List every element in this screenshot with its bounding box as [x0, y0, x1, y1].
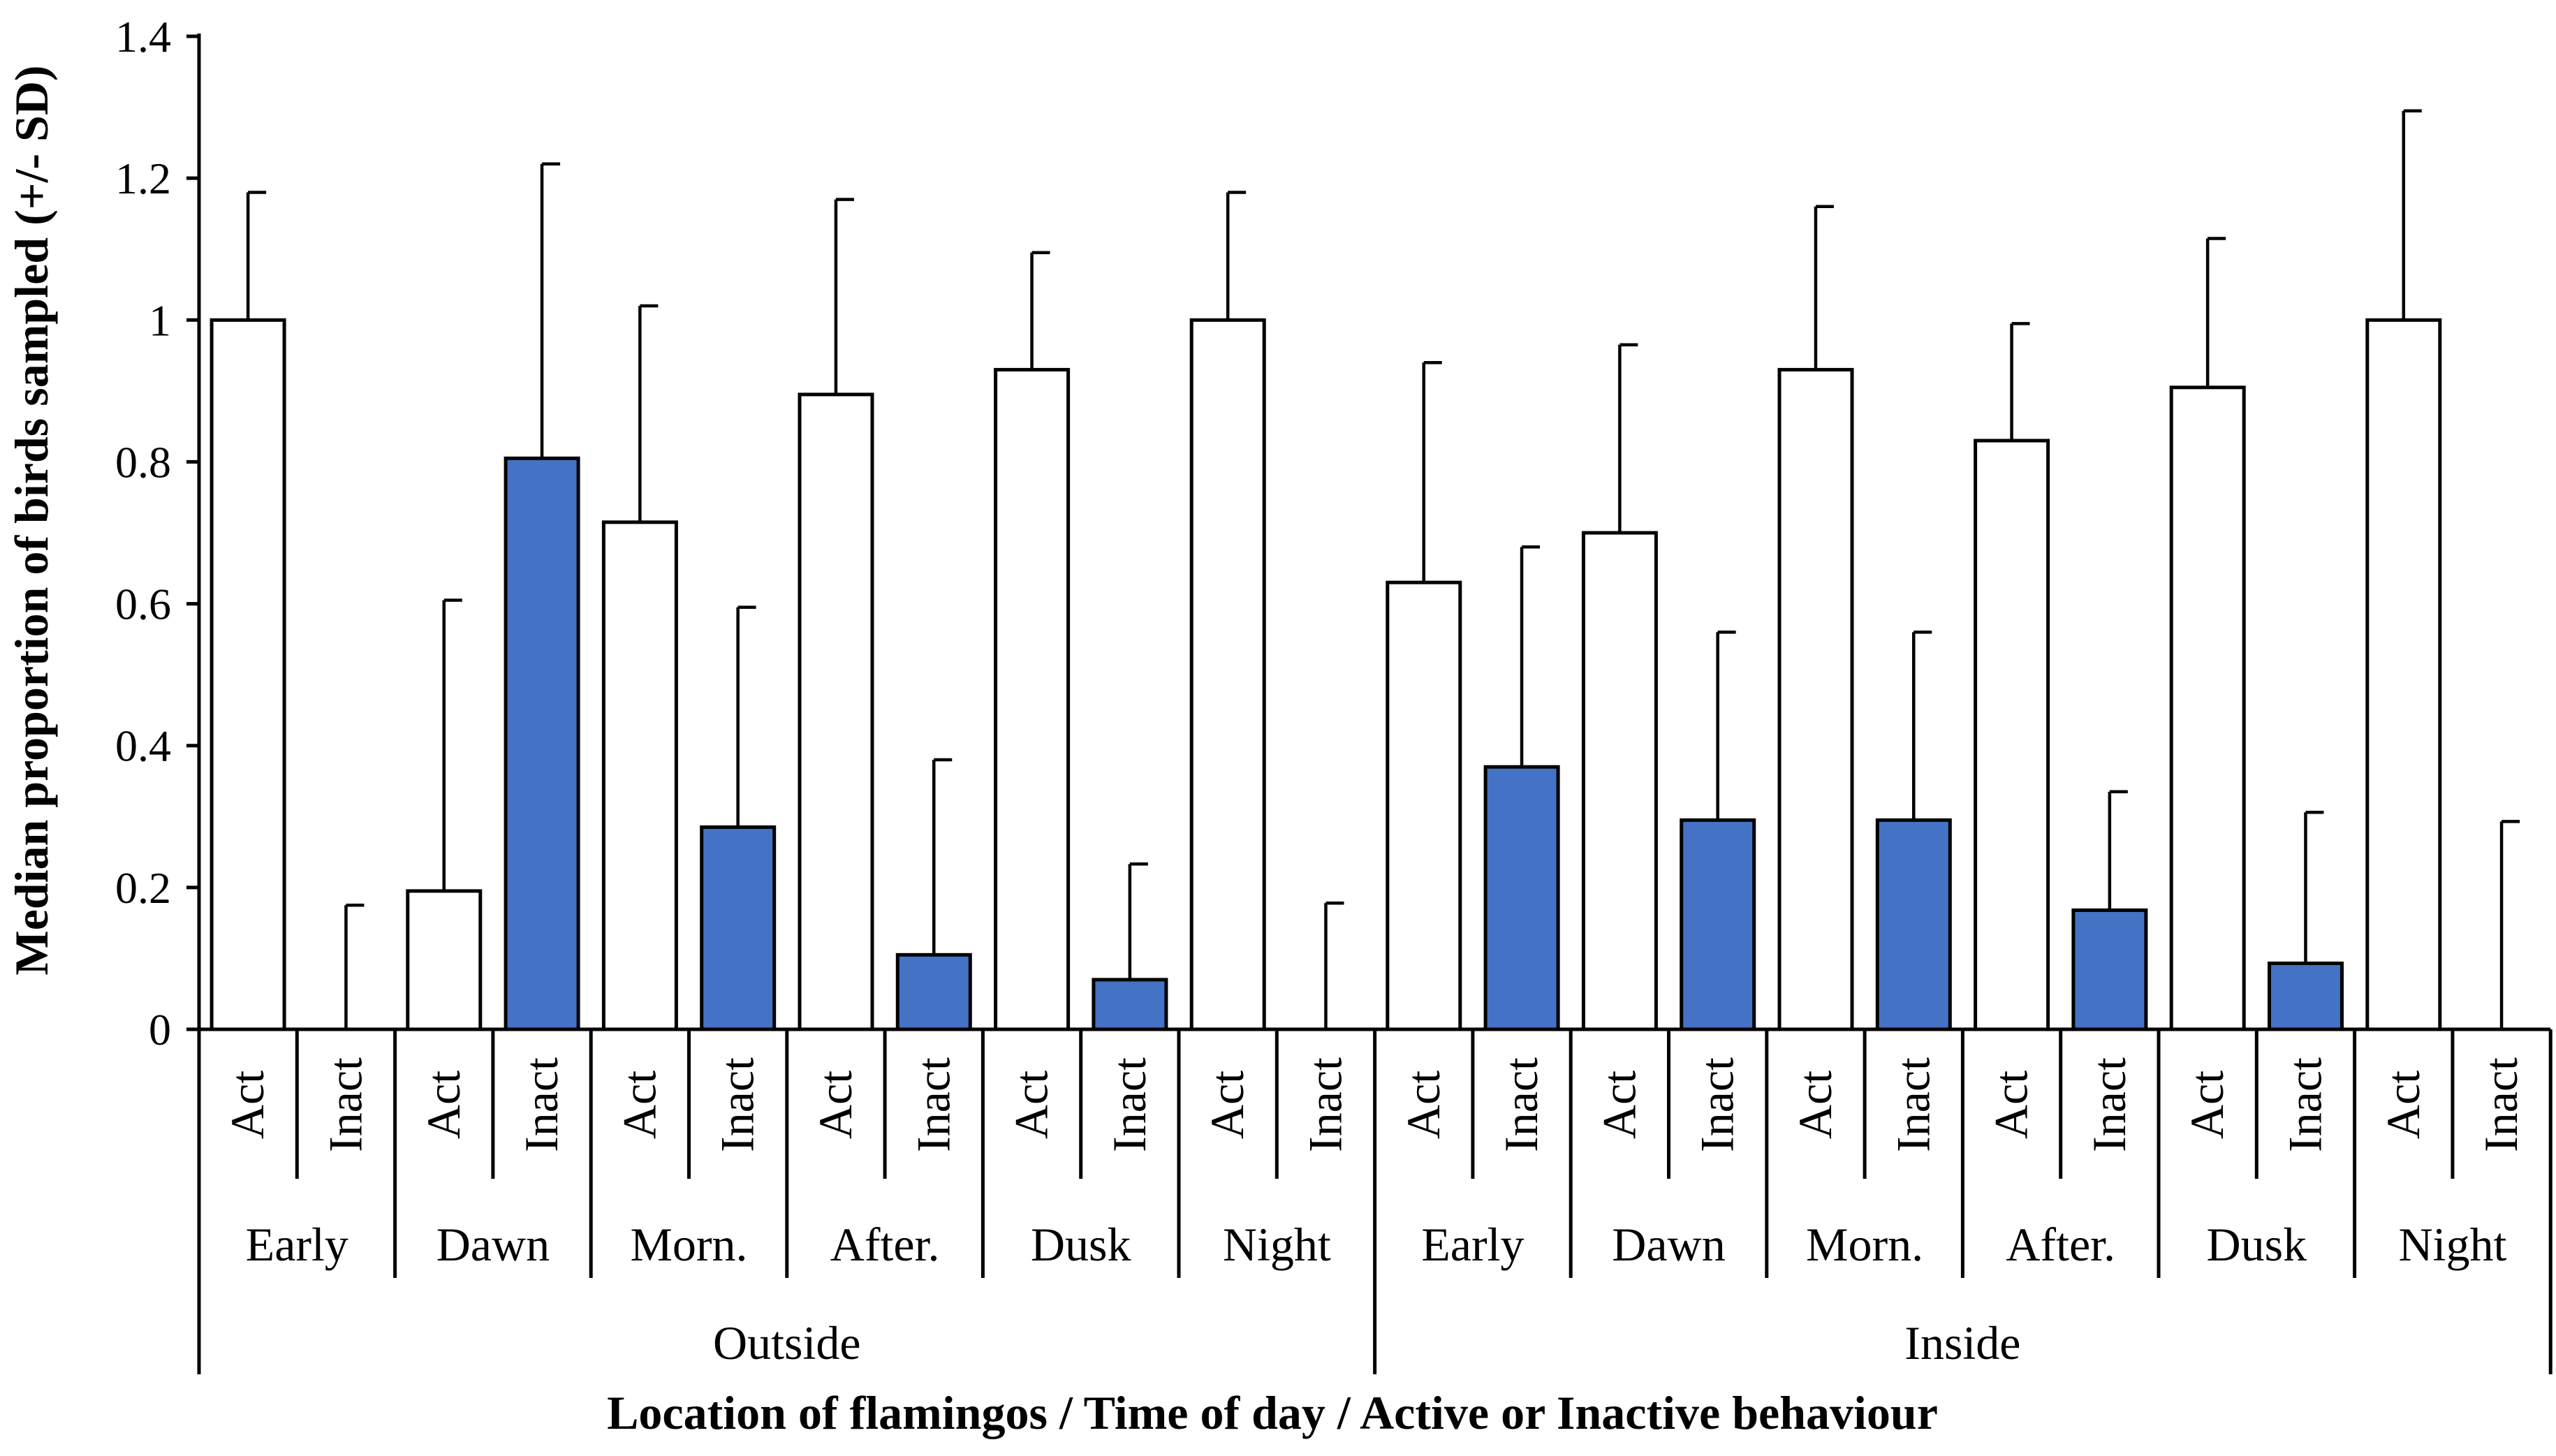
behaviour-label: Inact: [906, 1057, 960, 1152]
y-tick-labels: 0 0.2 0.4 0.6 0.8 1 1.2 1.4: [115, 12, 171, 1054]
bar-inact: [1680, 818, 1756, 1031]
bar-act: [1974, 439, 2050, 1031]
location-label: Outside: [713, 1316, 861, 1369]
x-category-labels: Act Inact Act Inact Act Inact Act Inact Act Inact…: [221, 1057, 2527, 1369]
period-label: Dusk: [2207, 1218, 2307, 1271]
y-tick-label: 0.8: [115, 437, 171, 487]
y-axis-title: Median proportion of birds sampled (+/- …: [5, 65, 58, 975]
period-label: Early: [246, 1218, 348, 1271]
period-label: Early: [1421, 1218, 1524, 1271]
y-tick-label: 0: [149, 1005, 171, 1054]
y-tick-label: 0.4: [115, 721, 171, 771]
behaviour-label: Act: [2377, 1071, 2430, 1139]
behaviour-label: Act: [1789, 1071, 1842, 1139]
behaviour-label: Inact: [711, 1057, 764, 1152]
bar-act: [601, 520, 678, 1031]
behaviour-label: Act: [1200, 1071, 1254, 1139]
bar-inact: [2071, 908, 2148, 1031]
y-tick-label: 1.2: [115, 154, 171, 203]
y-tick-label: 0.6: [115, 580, 171, 629]
location-label: Inside: [1904, 1316, 2020, 1369]
y-tick-label: 1.4: [115, 12, 171, 61]
period-label: Dawn: [436, 1218, 550, 1271]
behaviour-label: Inact: [515, 1057, 568, 1152]
behaviour-label: Act: [809, 1071, 862, 1139]
bar-inact: [895, 953, 972, 1031]
behaviour-label: Act: [612, 1071, 666, 1139]
bar-inact: [2268, 962, 2344, 1031]
behaviour-label: Act: [1005, 1071, 1058, 1139]
bar-act: [406, 889, 483, 1031]
y-tick-label: 1: [149, 295, 171, 345]
period-label: Night: [2398, 1218, 2506, 1271]
behaviour-label: Inact: [1494, 1057, 1548, 1152]
bar-act: [2365, 318, 2442, 1031]
behaviour-label: Inact: [2474, 1057, 2527, 1152]
x-axis-title: Location of flamingos / Time of day / Ac…: [607, 1386, 1938, 1439]
behaviour-label: Act: [1397, 1071, 1450, 1139]
bar-act: [1777, 367, 1854, 1031]
bar-act: [2169, 385, 2246, 1031]
period-label: Morn.: [630, 1218, 747, 1271]
bar-inact: [1483, 765, 1560, 1031]
period-label: Night: [1223, 1218, 1331, 1271]
bar-act: [994, 367, 1071, 1031]
bar-inact: [504, 456, 580, 1031]
bar-act: [1581, 531, 1658, 1031]
bar-act: [798, 392, 874, 1031]
error-bars-layer: [246, 109, 2520, 1029]
behaviour-label: Act: [417, 1071, 470, 1139]
behaviour-label: Act: [1985, 1071, 2038, 1139]
behaviour-label: Act: [1592, 1071, 1645, 1139]
period-label: Dawn: [1612, 1218, 1725, 1271]
axes-layer: [186, 34, 2553, 1374]
bar-act: [1189, 318, 1266, 1031]
behaviour-label: Inact: [1691, 1057, 1744, 1152]
bar-inact: [1875, 818, 1952, 1031]
behaviour-label: Act: [2180, 1071, 2233, 1139]
period-label: Morn.: [1806, 1218, 1923, 1271]
period-label: After.: [830, 1218, 940, 1271]
bar-act: [210, 318, 286, 1031]
period-label: After.: [2006, 1218, 2115, 1271]
bar-act: [1386, 580, 1462, 1031]
period-label: Dusk: [1031, 1218, 1131, 1271]
bar-inact: [700, 825, 777, 1031]
y-tick-label: 0.2: [115, 863, 171, 913]
bar-inact: [1092, 978, 1168, 1031]
behaviour-label: Inact: [1886, 1057, 1939, 1152]
behaviour-label: Inact: [2278, 1057, 2331, 1152]
behaviour-label: Act: [221, 1071, 274, 1139]
behaviour-label: Inact: [1298, 1057, 1351, 1152]
behaviour-label: Inact: [318, 1057, 372, 1152]
behaviour-label: Inact: [1103, 1057, 1156, 1152]
behaviour-label: Inact: [2083, 1057, 2136, 1152]
